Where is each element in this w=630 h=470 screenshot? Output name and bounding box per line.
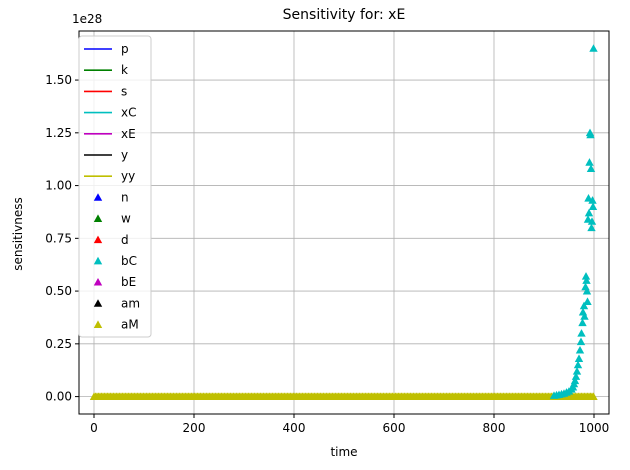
y-tick-label: 0.25 <box>45 337 72 351</box>
legend-entry: k <box>84 63 128 77</box>
x-axis-label: time <box>330 445 357 459</box>
legend-label: xE <box>121 127 136 141</box>
bC-marker <box>576 337 586 346</box>
legend-label: xC <box>121 106 136 120</box>
data-layer <box>89 44 598 400</box>
bC-marker <box>588 202 598 211</box>
bC-marker <box>574 354 584 362</box>
bC-marker <box>587 217 597 225</box>
bC-marker <box>580 312 589 320</box>
bC-marker <box>582 286 592 295</box>
legend-marker <box>93 278 103 286</box>
bC-marker <box>584 208 594 217</box>
legend-entry: n <box>93 190 129 204</box>
bC-marker <box>572 367 582 375</box>
legend-label: yy <box>121 169 135 183</box>
y-tick-label: 1.25 <box>45 126 72 140</box>
legend-label: y <box>121 148 128 162</box>
x-tick-label: 400 <box>283 421 306 435</box>
bC-marker <box>583 297 592 305</box>
tick-layer: 0 200 400 600 800 1000 0.00 0.25 0.50 0.75 1.00 1.2… <box>45 73 609 435</box>
legend-label: k <box>121 63 128 77</box>
bC-marker <box>582 276 591 284</box>
y-offset-label: 1e28 <box>72 12 102 26</box>
legend-label: n <box>121 190 129 204</box>
zero-marker <box>589 392 598 400</box>
legend-entry: yy <box>84 169 135 183</box>
legend-marker <box>93 235 103 244</box>
legend-label: bC <box>121 254 137 268</box>
legend-label: p <box>121 42 129 56</box>
bC-marker <box>585 158 594 166</box>
legend-entry: xC <box>84 106 136 120</box>
legend-entry: p <box>84 42 129 56</box>
bC-marker <box>587 223 596 232</box>
bC-marker <box>589 44 598 52</box>
bC-marker <box>586 164 596 173</box>
bC-marker <box>578 318 587 327</box>
bC-marker <box>573 360 583 369</box>
legend-entry: xE <box>84 127 136 141</box>
bC-marker <box>577 329 586 337</box>
y-tick-label: 1.00 <box>45 179 72 193</box>
y-tick-label: 0.00 <box>45 390 72 404</box>
legend-label: aM <box>121 318 139 332</box>
legend-entry: aM <box>93 318 139 332</box>
legend-marker <box>93 299 103 307</box>
bC-marker <box>586 130 595 139</box>
plot-frame <box>78 30 610 415</box>
bC-marker <box>581 272 591 280</box>
grid-layer <box>79 31 609 414</box>
legend-label: w <box>121 212 131 226</box>
legend-label: d <box>121 233 129 247</box>
legend-marker <box>93 214 103 222</box>
bC-marker <box>570 376 580 385</box>
legend-entry: bC <box>93 254 137 268</box>
legend-label: s <box>121 84 127 98</box>
legend-entry: s <box>84 84 127 98</box>
legend-entry: bE <box>93 275 136 289</box>
bC-marker <box>571 372 581 380</box>
bC-marker <box>575 345 585 354</box>
legend-entry: w <box>93 212 131 226</box>
x-tick-label: 1000 <box>579 421 610 435</box>
legend-box <box>78 35 152 338</box>
x-tick-label: 600 <box>383 421 406 435</box>
bC-marker <box>579 301 589 310</box>
legend-label: bE <box>121 275 136 289</box>
legend-label: am <box>121 296 140 310</box>
legend-marker <box>93 256 103 265</box>
x-tick-label: 800 <box>483 421 506 435</box>
y-axis-label: sensitivness <box>11 197 25 270</box>
bC-marker <box>588 196 597 204</box>
legend-entry: y <box>84 148 128 162</box>
x-tick-label: 200 <box>183 421 206 435</box>
chart-title: Sensitivity for: xE <box>283 7 406 23</box>
legend-entry: d <box>93 233 129 247</box>
legend-entry: am <box>93 296 140 310</box>
y-tick-label: 0.75 <box>45 231 72 245</box>
legend-marker <box>93 320 103 328</box>
y-tick-label: 1.50 <box>45 73 72 87</box>
y-tick-label: 0.50 <box>45 284 72 298</box>
x-tick-label: 0 <box>90 421 98 435</box>
legend-marker <box>93 193 103 201</box>
